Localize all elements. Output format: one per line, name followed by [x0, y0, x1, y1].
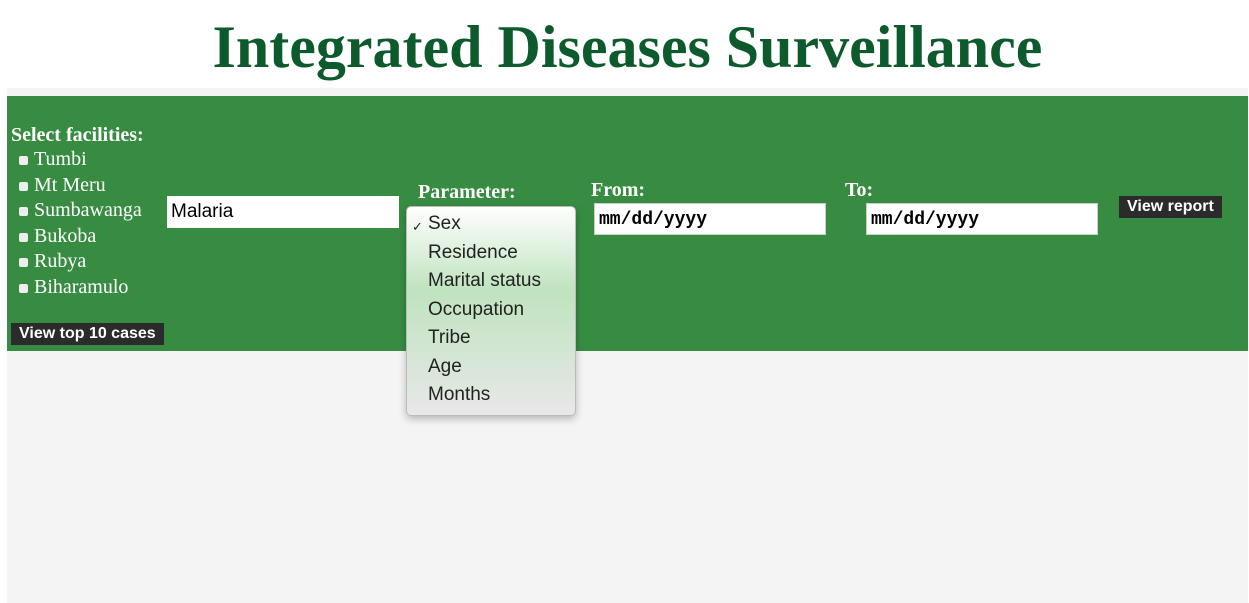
facility-name: Tumbi	[34, 148, 87, 170]
dropdown-option[interactable]: Occupation	[428, 298, 525, 320]
facility-row[interactable]: Biharamulo	[11, 276, 142, 302]
facility-name: Rubya	[34, 250, 87, 272]
checkbox[interactable]	[19, 283, 28, 293]
page: Integrated Diseases Surveillance Select …	[7, 6, 1248, 603]
dropdown-option[interactable]: Months	[428, 384, 491, 405]
facility-name: Biharamulo	[34, 275, 129, 298]
checkbox[interactable]	[19, 232, 28, 242]
dropdown-option[interactable]: Tribe	[428, 327, 471, 348]
dropdown-option[interactable]: Age	[428, 355, 462, 377]
dropdown-option[interactable]: Marital status	[428, 270, 541, 291]
report-button[interactable]: View report	[1119, 196, 1222, 218]
dropdown-option[interactable]: Residence	[428, 241, 518, 263]
from-input[interactable]: mm/dd/yyyy	[594, 203, 826, 235]
facility-name: Bukoba	[34, 224, 97, 247]
parameter-dropdown[interactable]: ✓ Sex Residence Marital status Occupation Tr…	[406, 206, 576, 416]
facility-row[interactable]: Mt Meru	[11, 174, 142, 200]
dropdown-option[interactable]: Sex	[428, 213, 461, 234]
to-input[interactable]: mm/dd/yyyy	[866, 203, 1098, 235]
facility-row[interactable]: Tumbi	[11, 148, 142, 174]
facilities-label: Select facilities:	[11, 124, 144, 146]
facility-name: Mt Meru	[34, 173, 106, 196]
facility-list: Tumbi Mt Meru Sumbawanga Bukoba Rubya Biharam…	[11, 148, 142, 301]
from-label: From:	[591, 179, 646, 201]
filter-panel: Select facilities: Tumbi Mt Meru Sumbawang…	[7, 96, 1248, 351]
checkbox[interactable]	[19, 156, 28, 165]
parameter-label: Parameter:	[418, 181, 516, 203]
disease-input[interactable]: Malaria	[167, 196, 399, 228]
checkbox[interactable]	[19, 258, 28, 267]
checkbox[interactable]	[19, 207, 28, 216]
to-label: To:	[845, 179, 874, 201]
title: Integrated Diseases Surveillance	[7, 6, 1248, 88]
top-cases-button[interactable]: View top 10 cases	[11, 323, 164, 345]
checkbox[interactable]	[19, 181, 28, 191]
facility-row[interactable]: Rubya	[11, 250, 142, 276]
check-mark: ✓	[412, 219, 423, 234]
facility-name: Sumbawanga	[34, 199, 142, 221]
facility-row[interactable]: Sumbawanga	[11, 199, 142, 225]
facility-row[interactable]: Bukoba	[11, 225, 142, 251]
